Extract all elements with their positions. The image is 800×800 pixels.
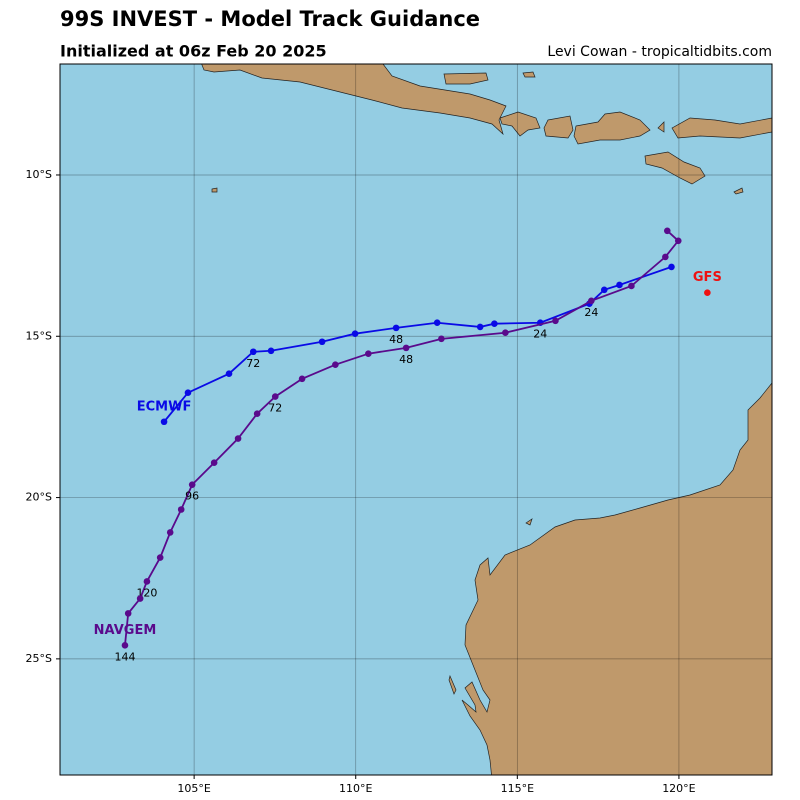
track-point (704, 289, 711, 297)
hour-label: 24 (584, 306, 598, 319)
track-point (156, 554, 164, 561)
track-point (210, 459, 218, 467)
y-tick-label: 20°S (26, 491, 52, 504)
track-point (668, 263, 675, 271)
track-point (332, 361, 339, 368)
track-point (662, 253, 669, 261)
track-point (663, 227, 671, 235)
track-point (600, 286, 608, 294)
hour-label: 72 (268, 402, 282, 415)
track-point (433, 319, 441, 327)
track-point (351, 330, 359, 337)
credit: Levi Cowan - tropicaltidbits.com (547, 44, 772, 60)
track-point (188, 481, 196, 488)
track-point (234, 435, 242, 442)
track-point (184, 389, 192, 397)
chart-subtitle: Initialized at 06z Feb 20 2025 (60, 42, 327, 61)
x-tick-label: 105°E (177, 782, 210, 795)
track-point (318, 338, 326, 346)
chart-title: 99S INVEST - Model Track Guidance (60, 7, 480, 31)
track-point (143, 578, 151, 585)
x-tick-label: 115°E (501, 782, 534, 795)
track-point (392, 324, 400, 332)
hour-label: 48 (399, 353, 413, 366)
track-point (160, 418, 168, 426)
hour-label: 72 (246, 357, 260, 370)
x-tick-label: 120°E (662, 782, 695, 795)
track-point (249, 348, 257, 356)
track-point (298, 375, 306, 383)
track-point (588, 297, 595, 305)
track-name: ECMWF (137, 399, 192, 414)
track-point (402, 344, 410, 352)
track-point (552, 317, 559, 325)
hour-label: 144 (114, 650, 135, 663)
track-point (616, 281, 623, 289)
track-point (166, 529, 174, 536)
track-point (476, 323, 484, 331)
hour-label: 24 (533, 328, 547, 341)
track-point (121, 642, 129, 649)
land (201, 64, 772, 775)
hour-label: 96 (185, 490, 199, 503)
track-point (674, 237, 682, 245)
track-point (136, 595, 144, 602)
track-name: NAVGEM (94, 623, 157, 638)
track-line (124, 230, 680, 646)
map-frame (59, 63, 773, 776)
track-name: GFS (693, 270, 722, 285)
track-point (502, 329, 509, 337)
track-point (628, 282, 635, 290)
y-tick-label: 25°S (26, 652, 52, 665)
track-point (124, 610, 132, 617)
track-point (267, 347, 275, 355)
hour-label: 48 (389, 333, 403, 346)
y-tick-label: 15°S (26, 329, 52, 342)
track-point (271, 393, 279, 400)
track-point (225, 370, 233, 377)
track-point (491, 320, 498, 327)
track-point (365, 350, 372, 357)
track-point (253, 410, 261, 417)
track-point (438, 335, 445, 343)
y-tick-label: 10°S (26, 168, 52, 181)
track-point (177, 506, 185, 513)
track-line (163, 266, 672, 423)
x-tick-label: 110°E (339, 782, 372, 795)
